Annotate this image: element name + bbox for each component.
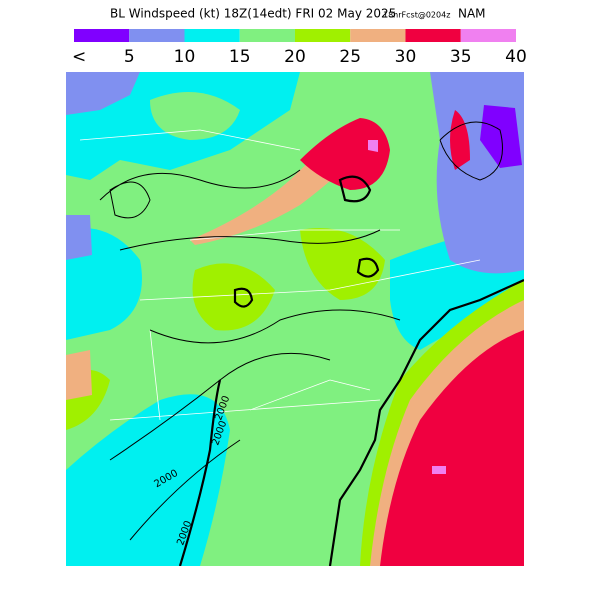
colorbar-segment — [184, 29, 240, 42]
field-yellowgreen — [300, 228, 385, 300]
model-name: NAM — [458, 7, 486, 21]
colorbar-segment — [460, 29, 516, 42]
colorbar-label: 25 — [339, 47, 361, 67]
field-red — [380, 330, 524, 566]
field-red — [300, 118, 390, 190]
colorbar-label: < — [72, 47, 86, 67]
colorbar-segment — [74, 29, 130, 42]
forecast-info: 18hrFcst@0204z — [383, 11, 450, 20]
field-cyan — [66, 394, 230, 566]
colorbar-labels: <5 10 15 20 25 30 35 40 — [72, 47, 527, 67]
colorbar-segment — [239, 29, 295, 42]
colorbar-segment — [405, 29, 461, 42]
state-borders — [79, 129, 481, 421]
field-tan — [66, 350, 92, 400]
contour-thick — [233, 175, 380, 308]
field-slate — [66, 72, 140, 115]
colorbar-label: 35 — [450, 47, 472, 67]
colorbar-label: 20 — [284, 47, 306, 67]
field-pink — [368, 140, 378, 152]
coastline — [328, 278, 524, 566]
title: BL Windspeed (kt) 18Z(14edt) FRI 02 May … — [110, 7, 396, 21]
field-slate — [66, 215, 92, 260]
field-green — [150, 92, 240, 140]
field-red — [450, 110, 470, 170]
field-pink — [432, 466, 446, 474]
colorbar-segment — [350, 29, 406, 42]
colorbar-label: 15 — [229, 47, 251, 67]
map — [66, 72, 524, 566]
colorbar-label: 10 — [174, 47, 196, 67]
colorbar-segment — [295, 29, 351, 42]
colorbar-label: 30 — [395, 47, 417, 67]
colorbar-label: 40 — [505, 47, 527, 67]
field-yellowgreen — [192, 263, 275, 331]
contours — [99, 121, 503, 541]
colorbar-label: 5 — [124, 47, 135, 67]
colorbar-segment — [129, 29, 185, 42]
contour-thick — [178, 379, 222, 566]
colorbar — [74, 29, 516, 42]
